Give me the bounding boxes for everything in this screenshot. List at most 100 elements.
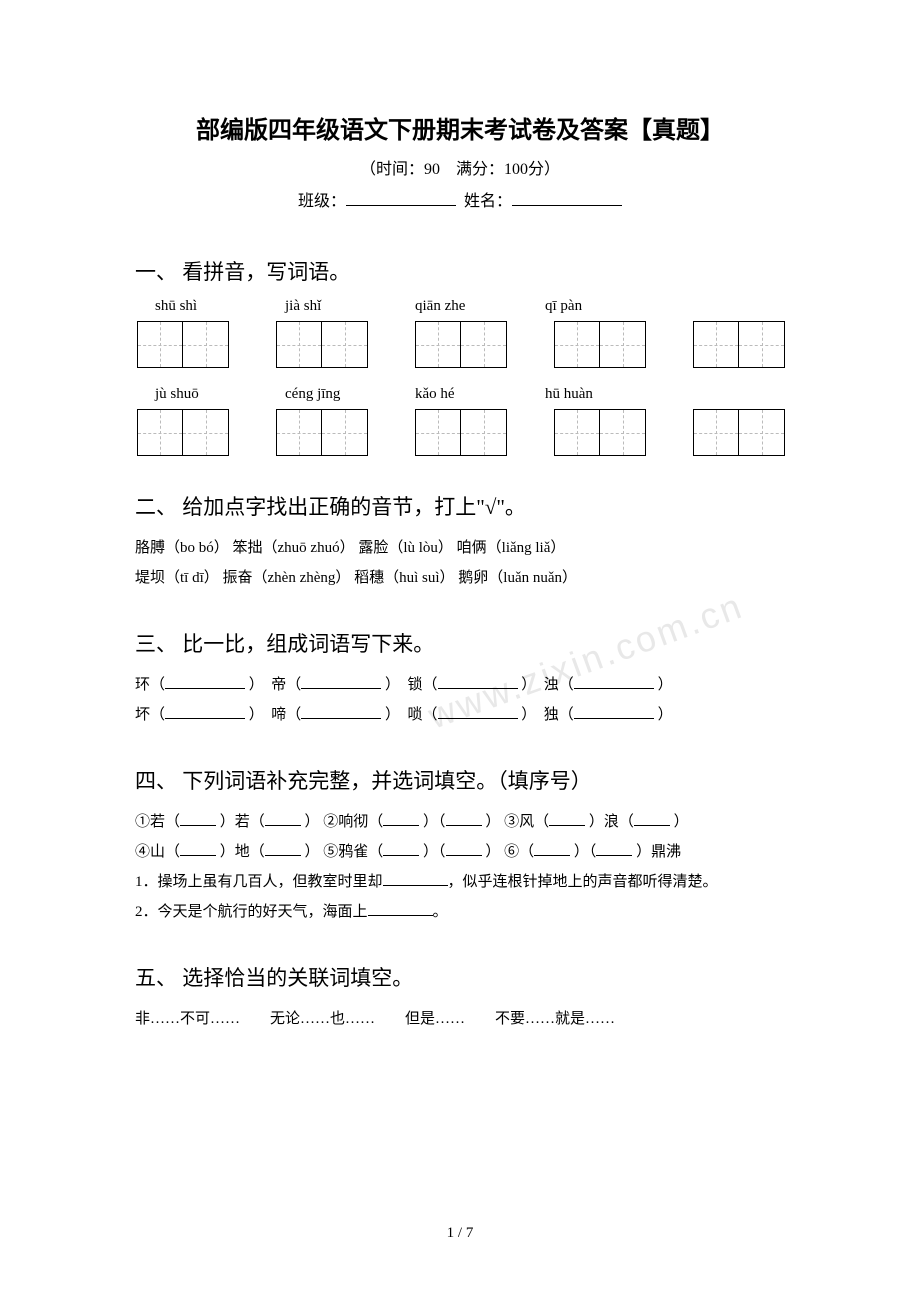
pinyin-item: céng jīng [285,386,360,403]
char-box [276,409,368,456]
char-box-row-2 [135,409,785,456]
blank [534,840,570,856]
s4-line2: ④山（ ）地（ ） ⑤鸦雀（ ）（ ） ⑥（ ）（ ）鼎沸 [135,837,785,867]
page-number: 1 / 7 [0,1225,920,1242]
text: ，似乎连根针掉地上的声音都听得清楚。 [448,874,718,890]
char-box [554,409,646,456]
section-3-heading: 三、 比一比，组成词语写下来。 [135,628,785,658]
section-5-options: 非……不可…… 无论……也…… 但是…… 不要……就是…… [135,1004,785,1034]
pinyin-item: jià shǐ [285,298,360,315]
text: ④山（ [135,844,180,860]
pinyin-item: kǎo hé [415,386,490,403]
char-box [693,321,785,368]
text: ） [674,814,689,830]
blank [574,673,654,689]
exam-time-score: （时间：90 满分：100分） [135,155,785,179]
blank [438,673,518,689]
pinyin-item: jù shuō [155,386,230,403]
blank [383,810,419,826]
blank [180,810,216,826]
blank [368,900,433,916]
s4-q2: 2．今天是个航行的好天气，海面上 。 [135,897,785,927]
text: ） 独（ [521,707,574,723]
section-1-heading: 一、 看拼音，写词语。 [135,256,785,286]
text: ）浪（ [589,814,634,830]
exam-title: 部编版四年级语文下册期末考试卷及答案【真题】 [135,110,785,145]
s4-q1: 1．操场上虽有几百人，但教室时里却 ，似乎连根针掉地上的声音都听得清楚。 [135,867,785,897]
text: 1．操场上虽有几百人，但教室时里却 [135,874,383,890]
text: ） ③风（ [485,814,549,830]
class-blank [346,188,456,206]
blank [446,840,482,856]
blank [165,673,245,689]
char-box [693,409,785,456]
char-box [415,409,507,456]
pinyin-row-2: jù shuō céng jīng kǎo hé hū huàn [135,386,785,403]
text: ）（ [574,844,597,860]
pinyin-row-1: shū shì jià shǐ qiān zhe qī pàn [135,298,785,315]
blank [596,840,632,856]
text: ） 锁（ [385,677,438,693]
text: ）（ [423,814,446,830]
s3-row2: 坏（ ） 啼（ ） 唢（ ） 独（ ） [135,700,785,730]
pinyin-item: shū shì [155,298,230,315]
text: ） [658,677,673,693]
blank [634,810,670,826]
section-2-heading: 二、 给加点字找出正确的音节，打上"√"。 [135,491,785,521]
text: 。 [433,904,448,920]
name-blank [512,188,622,206]
text: ） 唢（ [385,707,438,723]
section-5-heading: 五、 选择恰当的关联词填空。 [135,962,785,992]
text: ①若（ [135,814,180,830]
s4-line1: ①若（ ）若（ ） ②响彻（ ）（ ） ③风（ ）浪（ ） [135,807,785,837]
char-box [276,321,368,368]
blank [574,703,654,719]
section-4-heading: 四、 下列词语补充完整，并选词填空。（填序号） [135,765,785,795]
text: 环（ [135,677,165,693]
text: ）（ [423,844,446,860]
text: 2．今天是个航行的好天气，海面上 [135,904,368,920]
section-4-body: ①若（ ）若（ ） ②响彻（ ）（ ） ③风（ ）浪（ ） ④山（ ）地（ ） … [135,807,785,927]
blank [383,870,448,886]
blank [265,810,301,826]
blank [265,840,301,856]
pinyin-item: hū huàn [545,386,620,403]
conj-option: 非……不可…… [135,1004,240,1034]
pinyin-item: qiān zhe [415,298,490,315]
text: ） ⑥（ [485,844,534,860]
s2-line1: 胳膊（bo bó） 笨拙（zhuō zhuó） 露脸（lù lòu） 咱俩（li… [135,533,785,563]
text: ）若（ [220,814,265,830]
text: ）地（ [220,844,265,860]
char-box [415,321,507,368]
blank [549,810,585,826]
blank [438,703,518,719]
pinyin-item: qī pàn [545,298,620,315]
conj-option: 无论……也…… [270,1004,375,1034]
name-label: 姓名： [464,193,512,210]
page-content: 部编版四年级语文下册期末考试卷及答案【真题】 （时间：90 满分：100分） 班… [135,110,785,1034]
blank [383,840,419,856]
class-label: 班级： [298,193,346,210]
text: ） ②响彻（ [305,814,384,830]
blank [180,840,216,856]
section-2-body: 胳膊（bo bó） 笨拙（zhuō zhuó） 露脸（lù lòu） 咱俩（li… [135,533,785,593]
s3-row1: 环（ ） 帝（ ） 锁（ ） 浊（ ） [135,670,785,700]
conj-option: 但是…… [405,1004,465,1034]
char-box [554,321,646,368]
conj-option: 不要……就是…… [495,1004,615,1034]
text: ） 啼（ [249,707,302,723]
text: ）鼎沸 [636,844,681,860]
text: ） [658,707,673,723]
section-3-body: 环（ ） 帝（ ） 锁（ ） 浊（ ） 坏（ ） 啼（ ） 唢（ ） 独（ ） [135,670,785,730]
text: ） 浊（ [521,677,574,693]
char-box-row-1 [135,321,785,368]
blank [165,703,245,719]
text: 坏（ [135,707,165,723]
blank [446,810,482,826]
class-name-line: 班级： 姓名： [135,187,785,211]
char-box [137,321,229,368]
text: ） 帝（ [249,677,302,693]
blank [301,703,381,719]
s2-line2: 堤坝（tī dī） 振奋（zhèn zhèng） 稻穗（huì suì） 鹅卵（… [135,563,785,593]
blank [301,673,381,689]
